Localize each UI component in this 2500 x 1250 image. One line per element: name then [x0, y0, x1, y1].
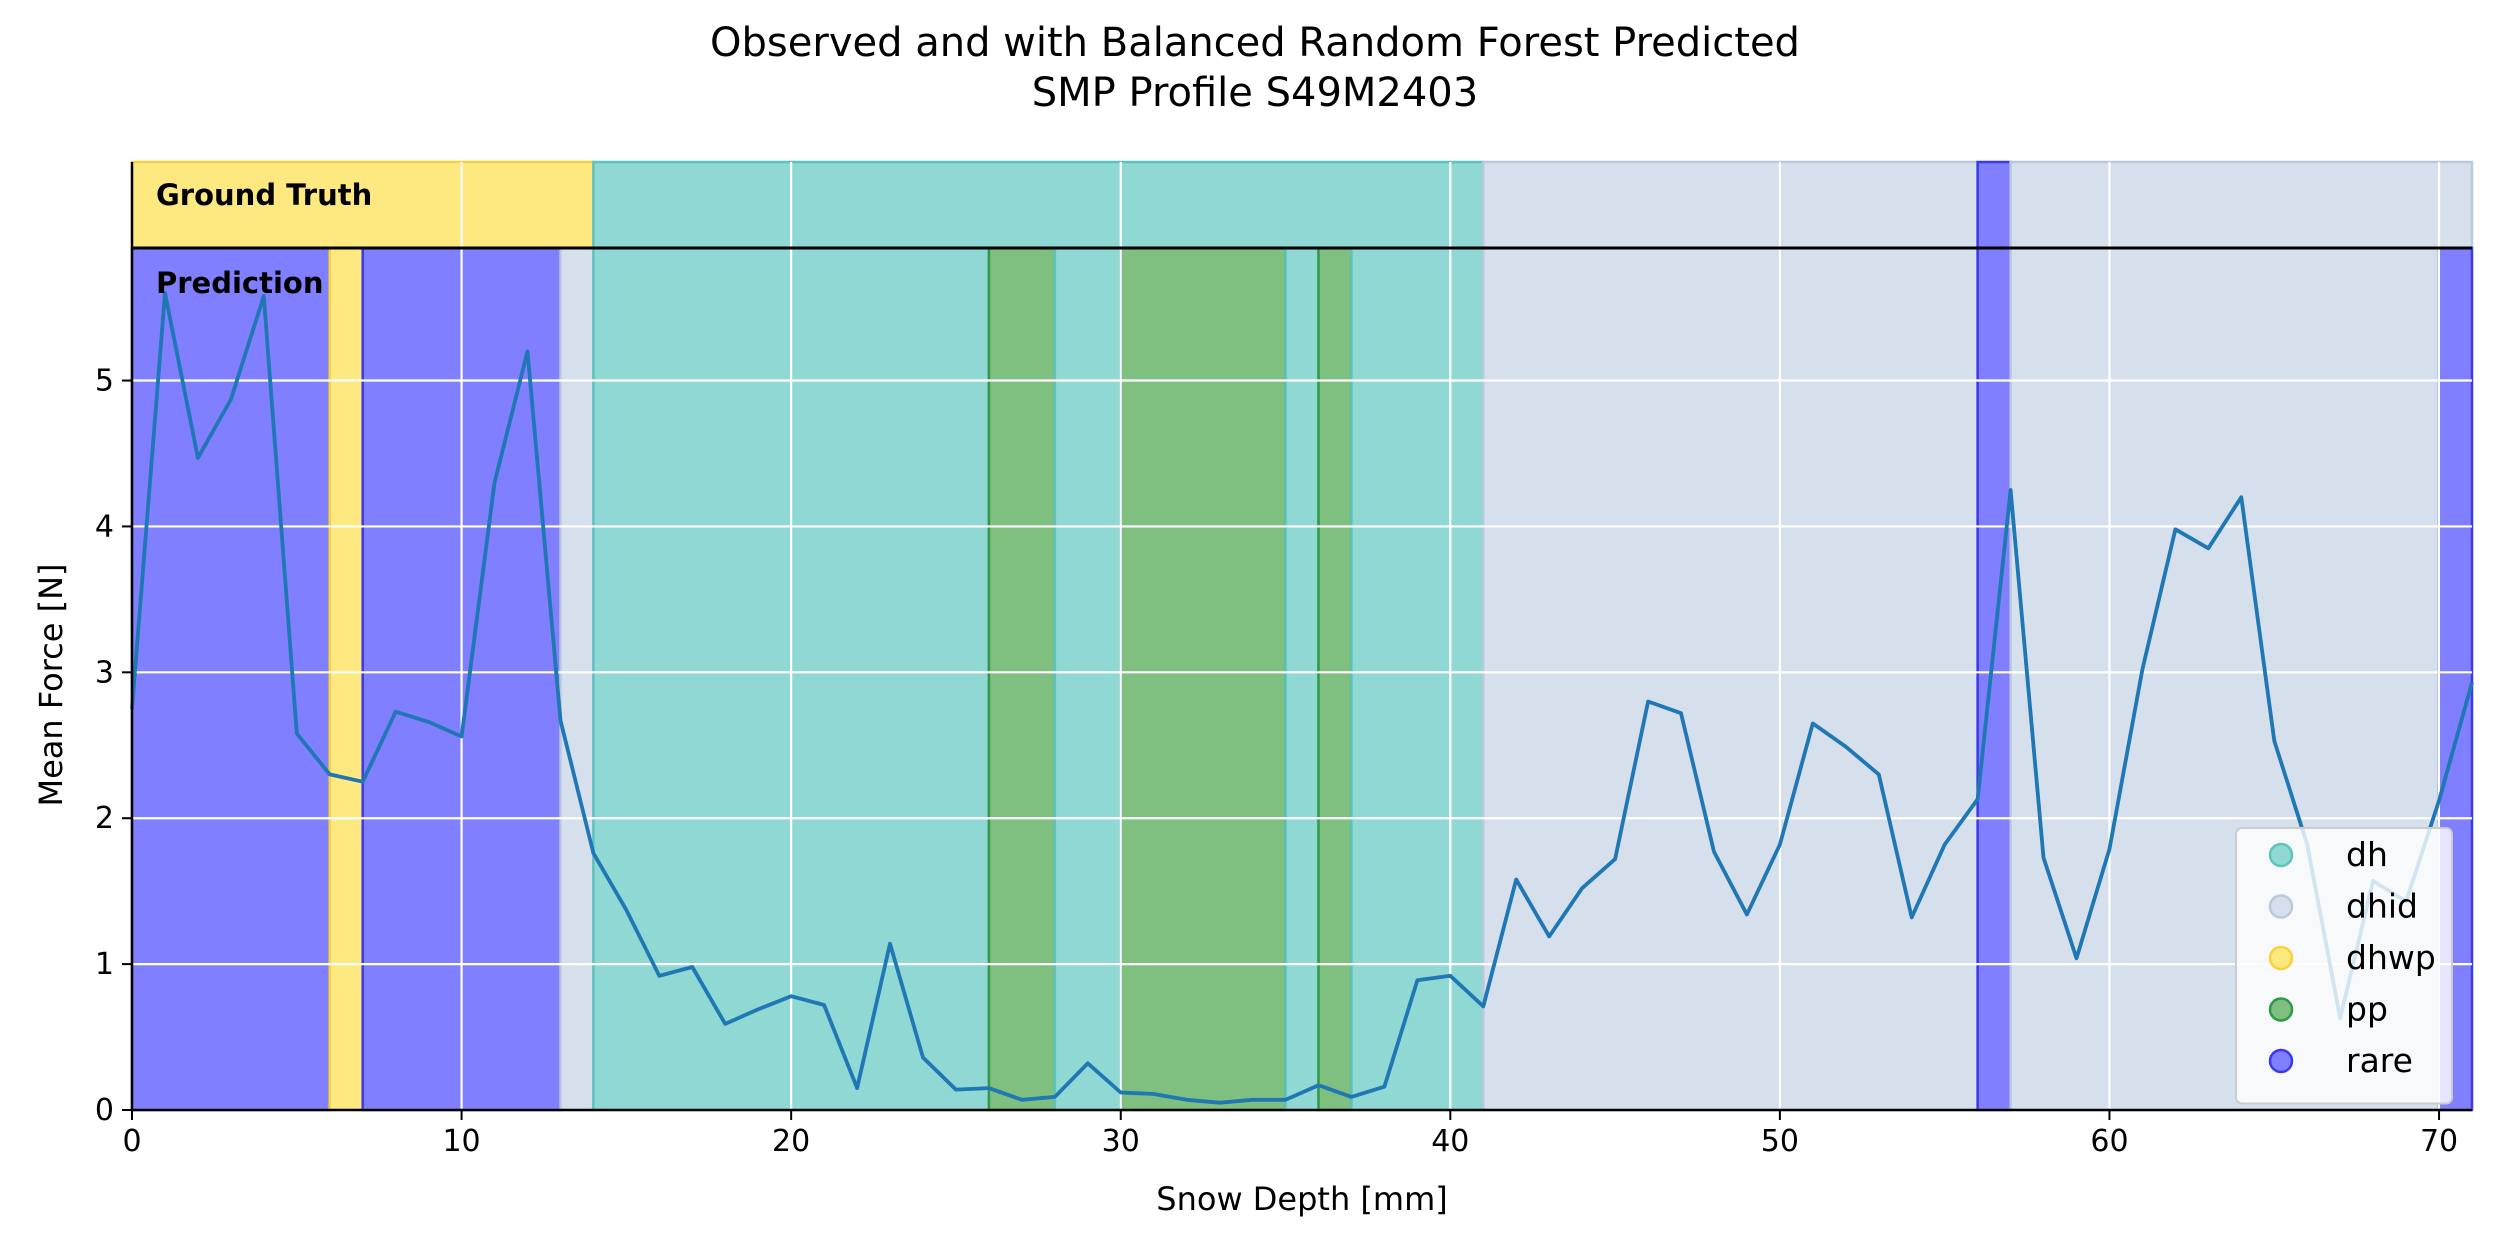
- ground-truth-label: Ground Truth: [156, 178, 372, 212]
- prediction-segment-dh: [1053, 246, 1122, 1112]
- prediction-segment-pp: [1119, 246, 1287, 1112]
- y-tick-label: 0: [95, 1093, 114, 1128]
- x-tick-label: 70: [2420, 1124, 2458, 1159]
- prediction-segment-dhid: [1482, 246, 1979, 1112]
- legend-label-pp: pp: [2346, 990, 2388, 1029]
- y-tick-label: 2: [95, 801, 114, 836]
- ground-truth-band-group: [130, 160, 2474, 250]
- y-tick-label: 4: [95, 509, 114, 544]
- legend-label-dhid: dhid: [2346, 887, 2418, 926]
- x-tick-label: 30: [1102, 1124, 1140, 1159]
- x-tick-label: 50: [1761, 1124, 1799, 1159]
- prediction-band-group: [130, 246, 2474, 1112]
- ground-truth-segment-dhid: [1482, 160, 1979, 250]
- chart-subtitle: SMP Profile S49M2403: [1032, 70, 1478, 116]
- legend-marker-dhid: [2268, 894, 2294, 919]
- prediction-segment-dhid: [559, 246, 595, 1112]
- ground-truth-segment-dhwp: [130, 160, 595, 250]
- prediction-segment-dh: [1284, 246, 1320, 1112]
- legend-marker-rare: [2268, 1048, 2294, 1074]
- chart-title: Observed and with Balanced Random Forest…: [710, 20, 1800, 66]
- legend-marker-pp: [2268, 997, 2294, 1022]
- x-tick-label: 20: [772, 1124, 810, 1159]
- y-axis-label: Mean Force [N]: [32, 563, 70, 806]
- legend: dh dhid dhwp pp rare: [2235, 827, 2453, 1105]
- x-axis-label: Snow Depth [mm]: [1156, 1180, 1447, 1218]
- series-layer: [130, 291, 2474, 1105]
- prediction-segment-rare: [1976, 246, 2012, 1112]
- prediction-segment-pp: [987, 246, 1057, 1112]
- ground-truth-segment-rare: [1976, 160, 2012, 250]
- prediction-segment-rare: [130, 246, 331, 1112]
- legend-label-dh: dh: [2346, 835, 2388, 874]
- legend-label-dhwp: dhwp: [2346, 938, 2436, 977]
- prediction-segment-dhwp: [328, 246, 364, 1112]
- x-tick-label: 10: [442, 1124, 480, 1159]
- x-tick-label: 60: [2090, 1124, 2128, 1159]
- prediction-segment-pp: [1317, 246, 1353, 1112]
- series-line: [130, 291, 2474, 1105]
- x-tick-label: 40: [1431, 1124, 1469, 1159]
- ground-truth-segment-dh: [592, 160, 1485, 250]
- prediction-label: Prediction: [156, 266, 324, 300]
- prediction-segment-dh: [1350, 246, 1485, 1112]
- y-tick-label: 1: [95, 947, 114, 982]
- y-tick-label: 3: [95, 655, 114, 690]
- tick-group: 0 10 20 30 40 50 60 70 0 1 2 3 4 5: [95, 364, 2458, 1159]
- y-tick-label: 5: [95, 364, 114, 399]
- x-tick-label: 0: [122, 1124, 141, 1159]
- ground-truth-segment-dhid: [2009, 160, 2474, 250]
- legend-label-rare: rare: [2346, 1041, 2413, 1080]
- legend-box: [2235, 827, 2453, 1105]
- legend-marker-dh: [2268, 842, 2294, 868]
- legend-marker-dhwp: [2268, 945, 2294, 971]
